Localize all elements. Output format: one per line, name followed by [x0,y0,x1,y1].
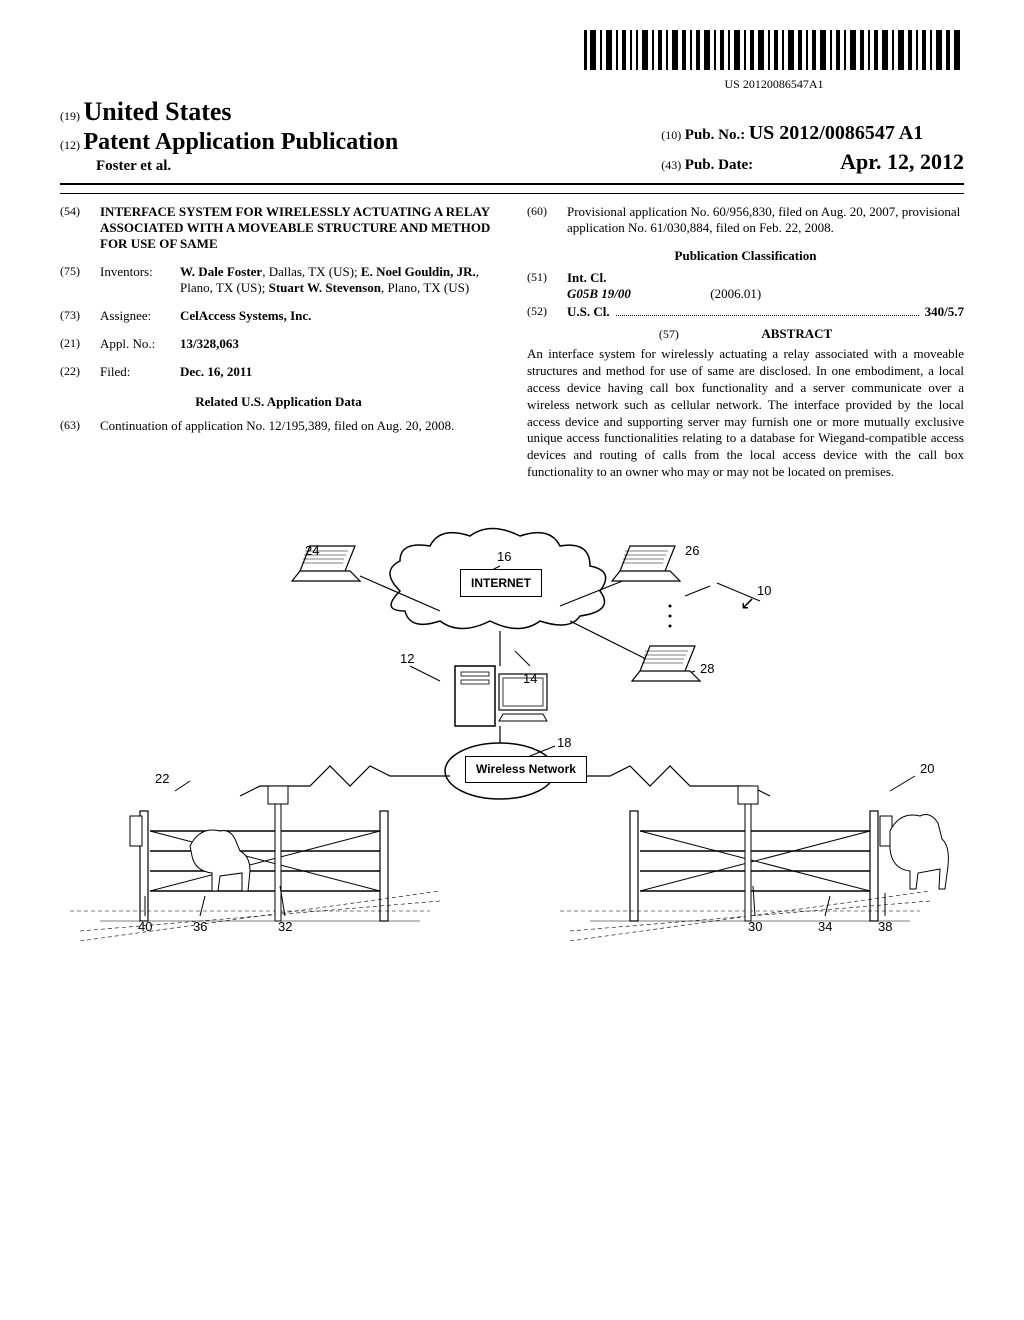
assignee-value: CelAccess Systems, Inc. [180,308,497,324]
label-20: 20 [920,761,934,776]
intcl-year: (2006.01) [710,286,761,301]
pub-type: Patent Application Publication [84,129,399,155]
label-36: 36 [193,919,207,934]
inventors-label: Inventors: [100,264,180,296]
country: United States [84,97,232,126]
label-32: 32 [278,919,292,934]
inventor-3-loc: , Plano, TX (US) [381,280,469,295]
biblio-columns: (54) INTERFACE SYSTEM FOR WIRELESSLY ACT… [60,204,964,481]
inventors-entry: (75) Inventors: W. Dale Foster, Dallas, … [60,264,497,296]
code-19: (19) [60,109,80,123]
continuation-text: Continuation of application No. 12/195,3… [100,418,497,434]
header: (19) United States (12) Patent Applicati… [60,97,964,185]
label-28: 28 [700,661,714,676]
internet-box: INTERNET [460,569,542,597]
pub-no-line: (10) Pub. No.: US 2012/0086547 A1 [661,122,964,145]
inventors-value: W. Dale Foster, Dallas, TX (US); E. Noel… [180,264,497,296]
code-21: (21) [60,336,100,352]
left-column: (54) INTERFACE SYSTEM FOR WIRELESSLY ACT… [60,204,497,481]
barcode-text: US 20120086547A1 [584,77,964,92]
pub-no: US 2012/0086547 A1 [749,122,923,144]
code-51: (51) [527,270,567,302]
label-22: 22 [155,771,169,786]
pub-date-label: Pub. Date: [685,157,753,173]
patent-title: INTERFACE SYSTEM FOR WIRELESSLY ACTUATIN… [100,204,497,252]
label-38: 38 [878,919,892,934]
uscl-class: 340/5.7 [925,304,964,320]
filed-label: Filed: [100,364,180,380]
provisional-entry: (60) Provisional application No. 60/956,… [527,204,964,236]
abstract-header: (57) ABSTRACT [527,326,964,342]
filed-value: Dec. 16, 2011 [180,364,497,380]
intcl-class: G05B 19/00 [567,286,707,302]
appl-value: 13/328,063 [180,336,497,352]
code-10: (10) [661,128,681,142]
pub-date-line: (43) Pub. Date: Apr. 12, 2012 [661,149,964,175]
appl-label: Appl. No.: [100,336,180,352]
label-16: 16 [497,549,511,564]
label-34: 34 [818,919,832,934]
code-75: (75) [60,264,100,296]
abstract-text: An interface system for wirelessly actua… [527,346,964,481]
figure: INTERNET Wireless Network 16 12 14 18 24… [60,521,964,941]
uscl-label: U.S. Cl. [567,304,610,320]
uscl-dots [616,304,919,316]
code-43: (43) [661,158,681,172]
country-line: (19) United States [60,97,398,127]
related-header: Related U.S. Application Data [60,394,497,410]
label-18: 18 [557,735,571,750]
label-12: 12 [400,651,414,666]
code-12: (12) [60,138,80,152]
inventor-2: E. Noel Gouldin, JR. [361,264,476,279]
code-22: (22) [60,364,100,380]
code-52: (52) [527,304,567,320]
abstract-label: ABSTRACT [761,326,832,341]
continuation-entry: (63) Continuation of application No. 12/… [60,418,497,434]
wireless-box: Wireless Network [465,756,587,783]
arrow-10-icon: ↙ [740,593,755,614]
filed-entry: (22) Filed: Dec. 16, 2011 [60,364,497,380]
assignee-label: Assignee: [100,308,180,324]
intcl-label: Int. Cl. [567,270,964,286]
title-entry: (54) INTERFACE SYSTEM FOR WIRELESSLY ACT… [60,204,497,252]
barcode-area: US 20120086547A1 [60,30,964,93]
label-30: 30 [748,919,762,934]
label-40: 40 [138,919,152,934]
inventor-1-loc: , Dallas, TX (US); [262,264,361,279]
pub-type-line: (12) Patent Application Publication [60,129,398,156]
code-54: (54) [60,204,100,252]
right-column: (60) Provisional application No. 60/956,… [527,204,964,481]
barcode: US 20120086547A1 [584,30,964,92]
assignee-entry: (73) Assignee: CelAccess Systems, Inc. [60,308,497,324]
code-57: (57) [659,327,679,341]
provisional-text: Provisional application No. 60/956,830, … [567,204,964,236]
label-10: 10 [757,583,771,598]
authors-short: Foster et al. [96,158,398,175]
label-14: 14 [523,671,537,686]
appl-entry: (21) Appl. No.: 13/328,063 [60,336,497,352]
pub-date: Apr. 12, 2012 [840,149,964,174]
pubclass-header: Publication Classification [527,248,964,264]
label-26: 26 [685,543,699,558]
label-24: 24 [305,543,319,558]
uscl-entry: (52) U.S. Cl. 340/5.7 [527,304,964,320]
intcl-entry: (51) Int. Cl. G05B 19/00 (2006.01) [527,270,964,302]
code-63: (63) [60,418,100,434]
inventor-1: W. Dale Foster [180,264,262,279]
inventor-3: Stuart W. Stevenson [269,280,381,295]
code-73: (73) [60,308,100,324]
pub-no-label: Pub. No.: [685,127,745,143]
code-60: (60) [527,204,567,236]
